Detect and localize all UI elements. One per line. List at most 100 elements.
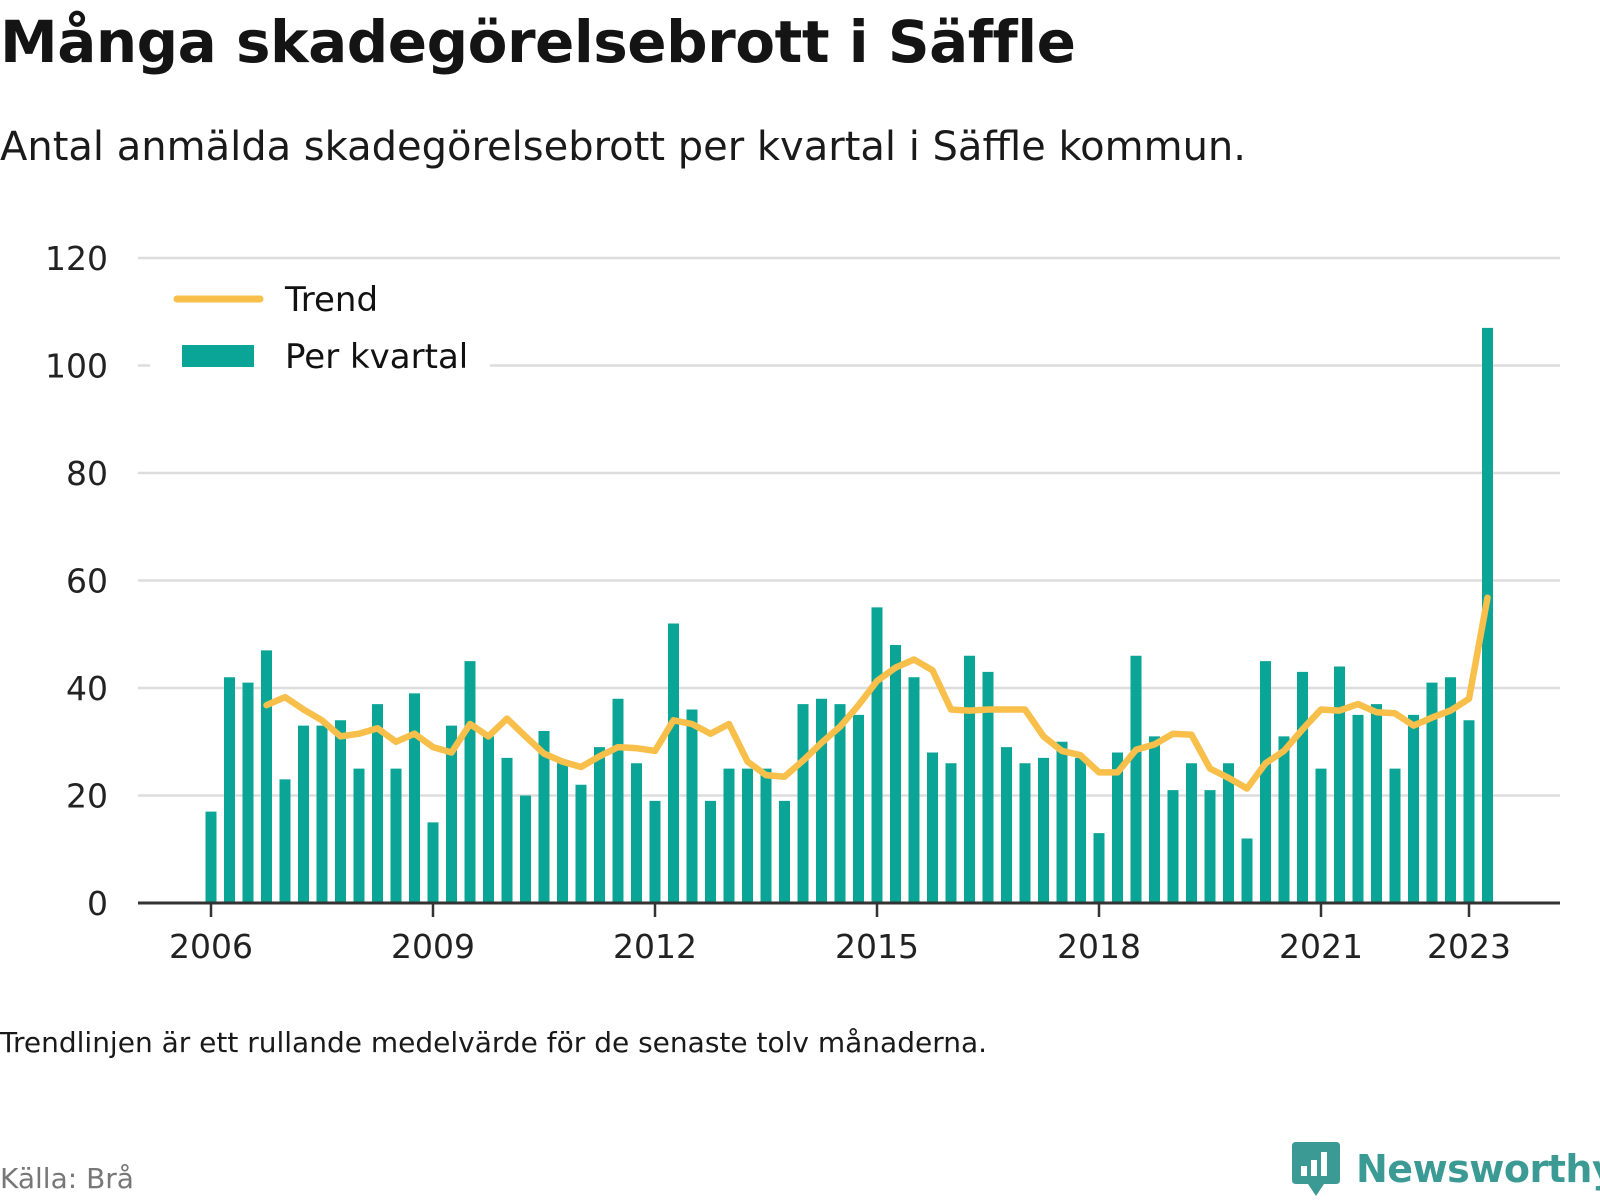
bar [261, 650, 272, 903]
legend-background [150, 270, 490, 390]
bar [890, 645, 901, 903]
bar [409, 693, 420, 903]
trend-line-layer [263, 594, 1491, 792]
chart: 0 20 40 60 80 100 120 2006 2009 2012 2015 2018 2021… [45, 239, 1560, 966]
bar [686, 709, 698, 903]
bar [1408, 714, 1419, 903]
bar [1352, 714, 1364, 903]
bar [982, 671, 994, 903]
bar [1186, 763, 1197, 903]
x-tick-label: 2023 [1427, 927, 1511, 966]
bar [279, 779, 291, 903]
brand-name: Newsworthy [1356, 1147, 1600, 1191]
bar [1371, 704, 1382, 903]
y-tick-label: 0 [87, 884, 108, 923]
trend-note: Trendlinjen är ett rullande medelvärde f… [0, 1026, 988, 1059]
bar [779, 800, 790, 903]
bar [1112, 752, 1123, 903]
bar [1149, 736, 1160, 903]
x-tick-label: 2006 [169, 927, 253, 966]
bar [1278, 736, 1290, 903]
trend-line [263, 594, 1491, 792]
x-tick-label: 2012 [613, 927, 697, 966]
bar [853, 714, 864, 903]
y-tick-label: 120 [45, 239, 108, 278]
bar [1019, 763, 1031, 903]
bar [908, 677, 920, 903]
x-tick-label: 2009 [391, 927, 475, 966]
bar [649, 800, 661, 903]
bar [390, 768, 402, 903]
bar [1038, 757, 1049, 903]
x-tick-label: 2015 [835, 927, 919, 966]
bar [1056, 741, 1068, 903]
y-tick-label: 40 [66, 669, 108, 708]
bar [1334, 666, 1345, 903]
bar [316, 725, 328, 903]
y-tick-label: 20 [66, 777, 108, 816]
bar [1297, 671, 1308, 903]
bar [705, 800, 716, 903]
bar [520, 795, 531, 903]
bar [816, 698, 827, 903]
legend-per-kvartal-label: Per kvartal [285, 337, 468, 377]
bar [1260, 661, 1271, 903]
chart-title: Många skadegörelsebrott i Säffle [0, 8, 1076, 76]
x-tick-label: 2021 [1279, 927, 1363, 966]
newsworthy-logo: Newsworthy [1290, 1138, 1600, 1200]
bar [1204, 790, 1216, 903]
bar [224, 677, 235, 903]
bar [742, 768, 753, 903]
bar [335, 720, 346, 903]
legend-trend-label: Trend [284, 280, 378, 320]
bar [1130, 655, 1142, 903]
bar [372, 704, 383, 903]
legend-bar-swatch [182, 345, 254, 367]
bar [298, 725, 309, 903]
bar [575, 784, 587, 903]
y-tick-label: 80 [66, 454, 108, 493]
bar [594, 747, 605, 903]
bar [945, 763, 957, 903]
bar [797, 704, 809, 903]
bar [631, 763, 642, 903]
x-tick-label: 2018 [1057, 927, 1141, 966]
bar [1426, 682, 1438, 903]
bar [1241, 838, 1253, 903]
chart-subtitle: Antal anmälda skadegörelsebrott per kvar… [0, 124, 1246, 170]
y-tick-label: 100 [45, 347, 108, 386]
bar [1093, 833, 1105, 903]
bar [1075, 757, 1086, 903]
bar [723, 768, 735, 903]
bar [205, 811, 217, 903]
y-tick-label: 60 [66, 562, 108, 601]
newsworthy-icon [1292, 1142, 1340, 1196]
bar [483, 736, 494, 903]
bar [871, 607, 883, 903]
bar [1223, 763, 1234, 903]
bars-per-kvartal [205, 327, 1493, 903]
x-tick-labels: 2006 2009 2012 2015 2018 2021 2023 [169, 927, 1511, 966]
bar [1001, 747, 1012, 903]
bar [927, 752, 938, 903]
source-text: Källa: Brå [0, 1162, 134, 1195]
bar [427, 822, 439, 903]
bar [1315, 768, 1327, 903]
bar [1167, 790, 1179, 903]
bar [1463, 720, 1475, 903]
bar [834, 704, 846, 903]
bar [668, 623, 679, 903]
legend: Trend Per kvartal [150, 270, 490, 390]
bar [242, 682, 254, 903]
bar [353, 768, 365, 903]
bar [1389, 768, 1401, 903]
bar [501, 757, 513, 903]
bar [1445, 677, 1456, 903]
bar [612, 698, 624, 903]
bar [964, 655, 975, 903]
y-tick-labels: 0 20 40 60 80 100 120 [45, 239, 108, 923]
bar [538, 731, 550, 903]
x-axis [138, 901, 1560, 917]
bar [760, 768, 772, 903]
bar [557, 763, 568, 903]
